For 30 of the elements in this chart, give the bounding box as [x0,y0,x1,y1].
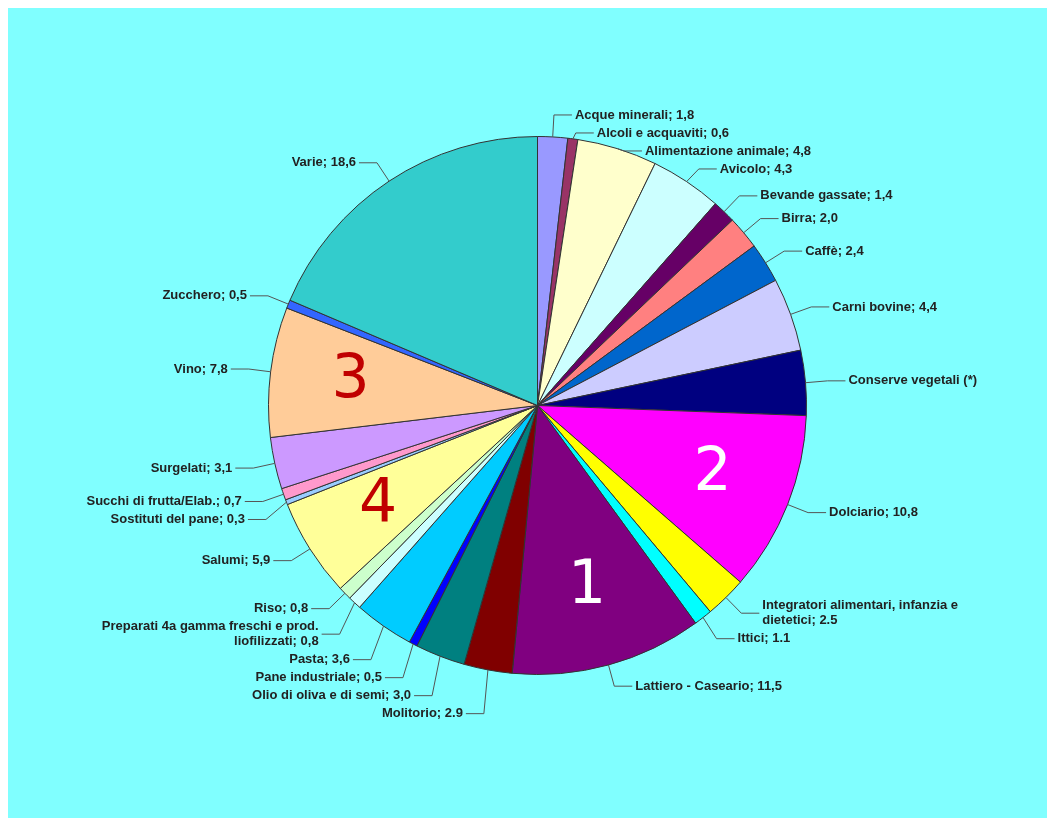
slice-label: Olio di oliva e di semi; 3,0 [252,687,412,703]
text: 4 [359,465,398,536]
slice-label: Ittici; 1.1 [737,630,791,646]
slice-label: Avicolo; 4,3 [719,160,793,176]
slice-label: Lattiero - Caseario; 11,5 [635,677,782,693]
slice-label: Zucchero; 0,5 [162,287,247,303]
slice-label: Dolciario; 10,8 [829,504,918,520]
slice-label: Conserve vegetali (*) [848,372,978,388]
slice-label: Molitorio; 2.9 [381,705,463,721]
slice-label: Salumi; 5,9 [201,552,271,568]
slice-label: Integratori alimentari, infanzia e dietetici; 2.5 [762,597,959,628]
slice-label: Surgelati; 3,1 [150,459,233,475]
slice-label: Acque minerali; 1,8 [574,106,695,122]
slice-label: Sostituti del pane; 0,3 [110,511,245,527]
slice-label: Alcoli e acquaviti; 0,6 [596,124,729,140]
slice-label: Riso; 0,8 [253,600,309,616]
slice-label: Pane industriale; 0,5 [255,669,382,685]
slice-label: Alimentazione animale; 4,8 [644,142,812,158]
slice-label: Preparati 4a gamma freschi e prod. liofilizzati; 0,8 [101,618,319,649]
slice-label: Pasta; 3,6 [289,651,350,667]
slice-label: Birra; 2,0 [781,210,838,226]
slice-label: Succhi di frutta/Elab.; 0,7 [86,493,242,509]
slice-label: Varie; 18,6 [291,154,356,170]
slice-label: Vino; 7,8 [173,360,228,376]
slice-label: Bevande gassate; 1,4 [760,187,894,203]
text: 3 [331,341,370,412]
text: 1 [568,546,607,617]
text: 2 [693,434,732,505]
slice-label: Carni bovine; 4,4 [832,298,938,314]
slice-label: Caffè; 2,4 [805,242,865,258]
